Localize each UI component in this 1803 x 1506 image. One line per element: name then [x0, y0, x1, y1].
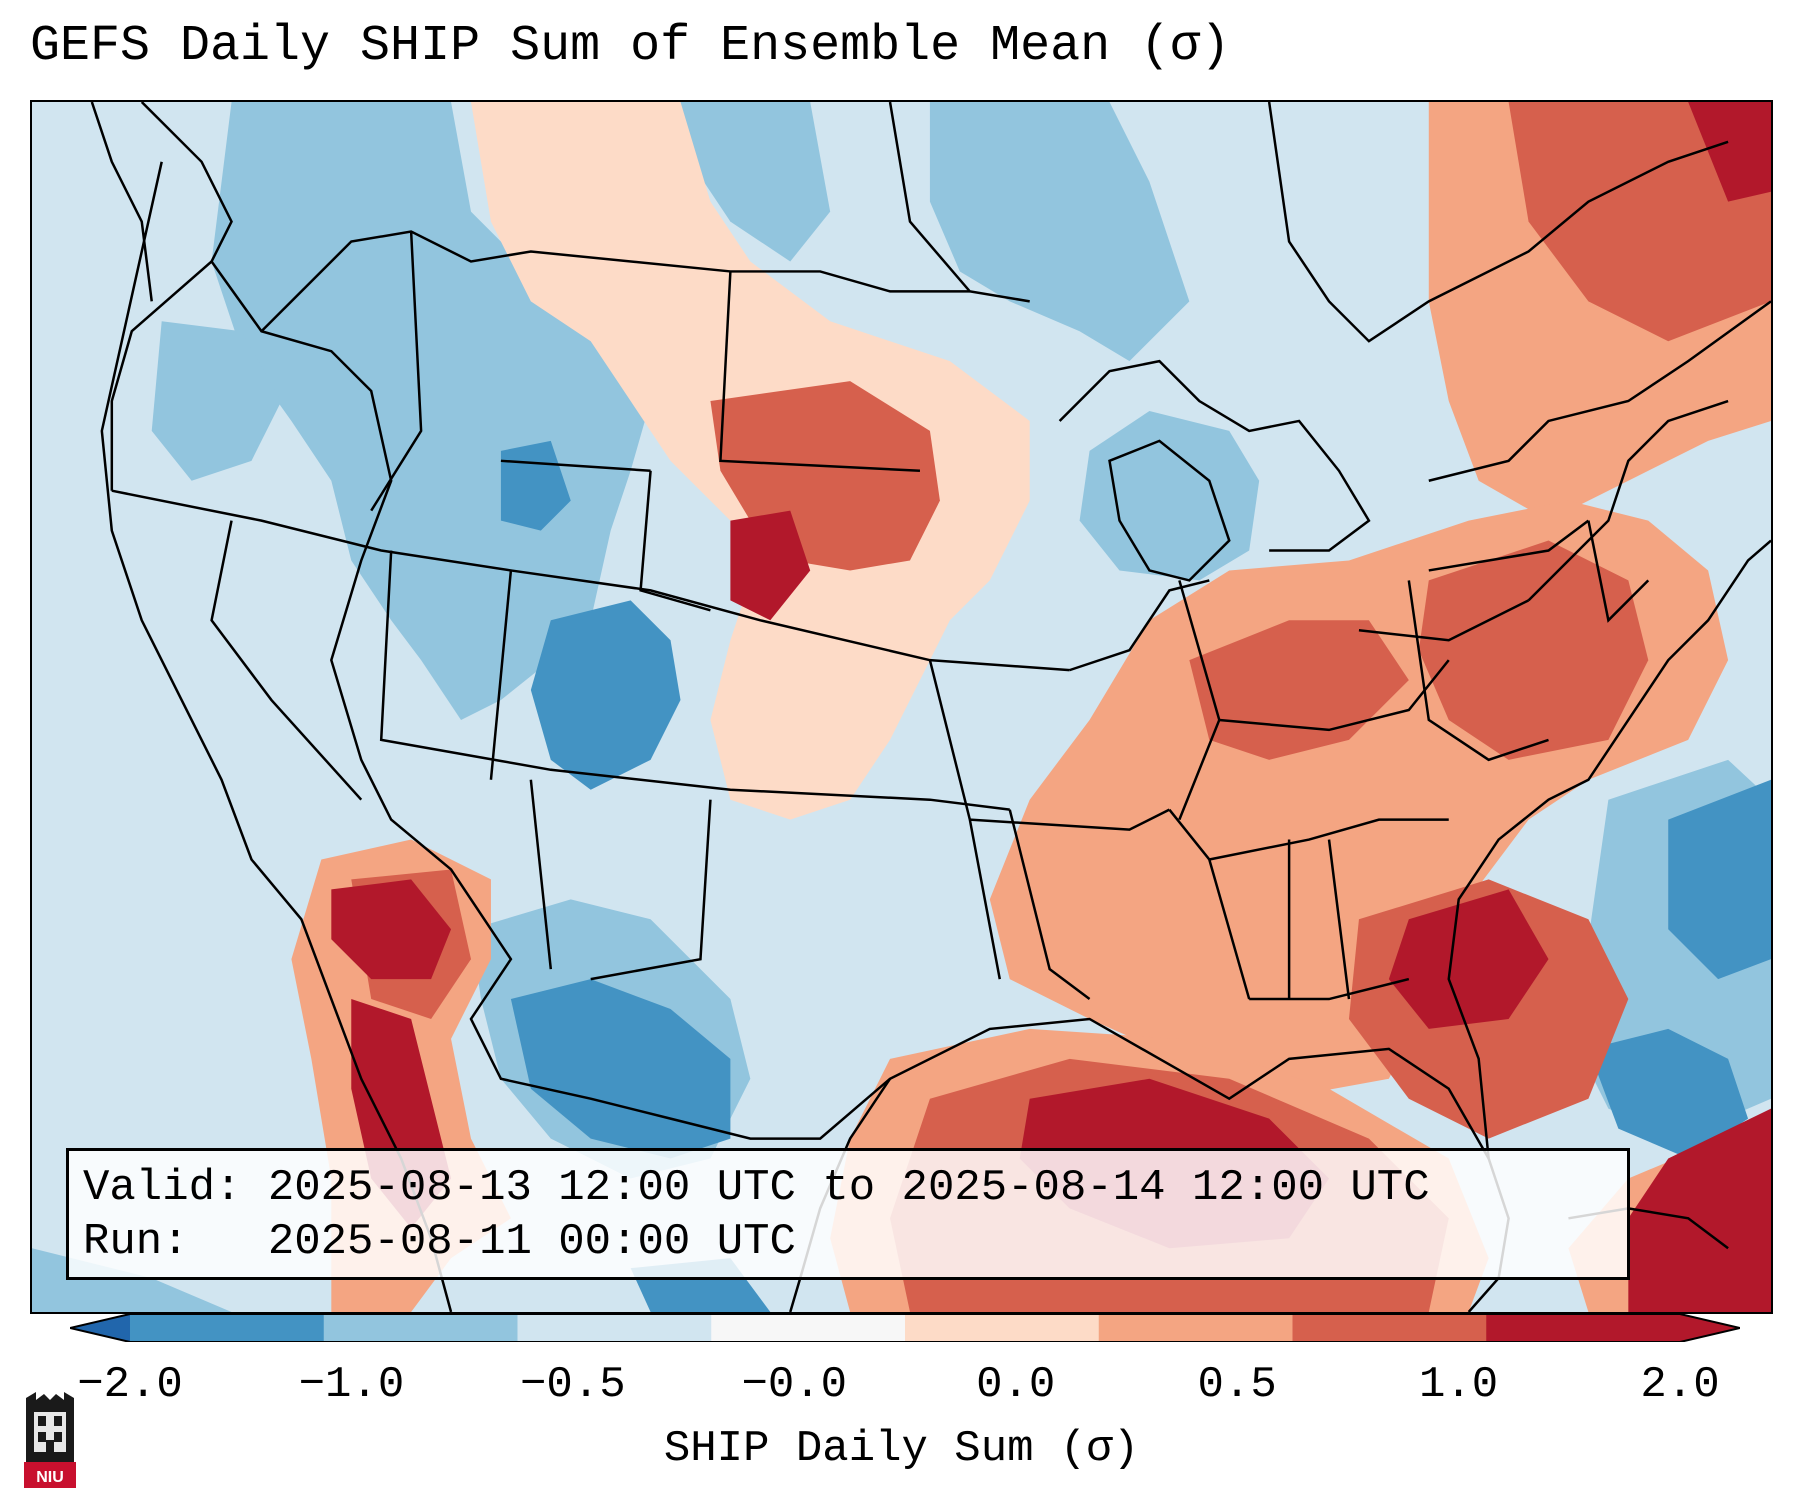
colorbar-extend-high: [1680, 1314, 1740, 1342]
colorbar-segment: [905, 1314, 1100, 1342]
colorbar: [69, 1313, 1741, 1343]
colorbar-tick-label: −1.0: [298, 1360, 405, 1410]
valid-run-info-box: Valid: 2025-08-13 12:00 UTC to 2025-08-1…: [66, 1148, 1630, 1280]
colorbar-strip: [69, 1313, 1741, 1343]
colorbar-segment: [517, 1314, 712, 1342]
niu-logo: NIU: [24, 1392, 76, 1488]
colorbar-tick-label: −0.5: [520, 1360, 626, 1410]
logo-text: NIU: [36, 1469, 64, 1486]
colorbar-tick-label: −0.0: [741, 1360, 848, 1410]
colorbar-segment: [711, 1314, 906, 1342]
colorbar-tick-label: −2.0: [77, 1360, 183, 1410]
colorbar-segment: [1098, 1314, 1293, 1342]
map-panel: [30, 100, 1773, 1314]
colorbar-segment: [130, 1314, 325, 1342]
plot-title: GEFS Daily SHIP Sum of Ensemble Mean (σ): [30, 18, 1231, 75]
colorbar-ticks: −2.0 −1.0 −0.5 −0.0 0.0 0.5 1.0 2.0: [0, 1360, 1803, 1420]
colorbar-label: SHIP Daily Sum (σ): [663, 1424, 1140, 1474]
colorbar-extend-low: [70, 1314, 130, 1342]
colorbar-tick-label: 2.0: [1640, 1360, 1720, 1410]
valid-time-line: Valid: 2025-08-13 12:00 UTC to 2025-08-1…: [83, 1163, 1430, 1213]
run-time-line: Run: 2025-08-11 00:00 UTC: [83, 1217, 796, 1267]
colorbar-tick-label: 0.5: [1197, 1360, 1277, 1410]
colorbar-tick-label: 0.0: [976, 1360, 1056, 1410]
strong-negative-regions: [500, 440, 1771, 1312]
colorbar-segment: [1486, 1314, 1681, 1342]
ship-field-map: [32, 102, 1771, 1312]
colorbar-segment: [1292, 1314, 1487, 1342]
state-boundaries: [90, 102, 1771, 1160]
colorbar-segment: [323, 1314, 518, 1342]
colorbar-tick-label: 1.0: [1418, 1360, 1499, 1410]
